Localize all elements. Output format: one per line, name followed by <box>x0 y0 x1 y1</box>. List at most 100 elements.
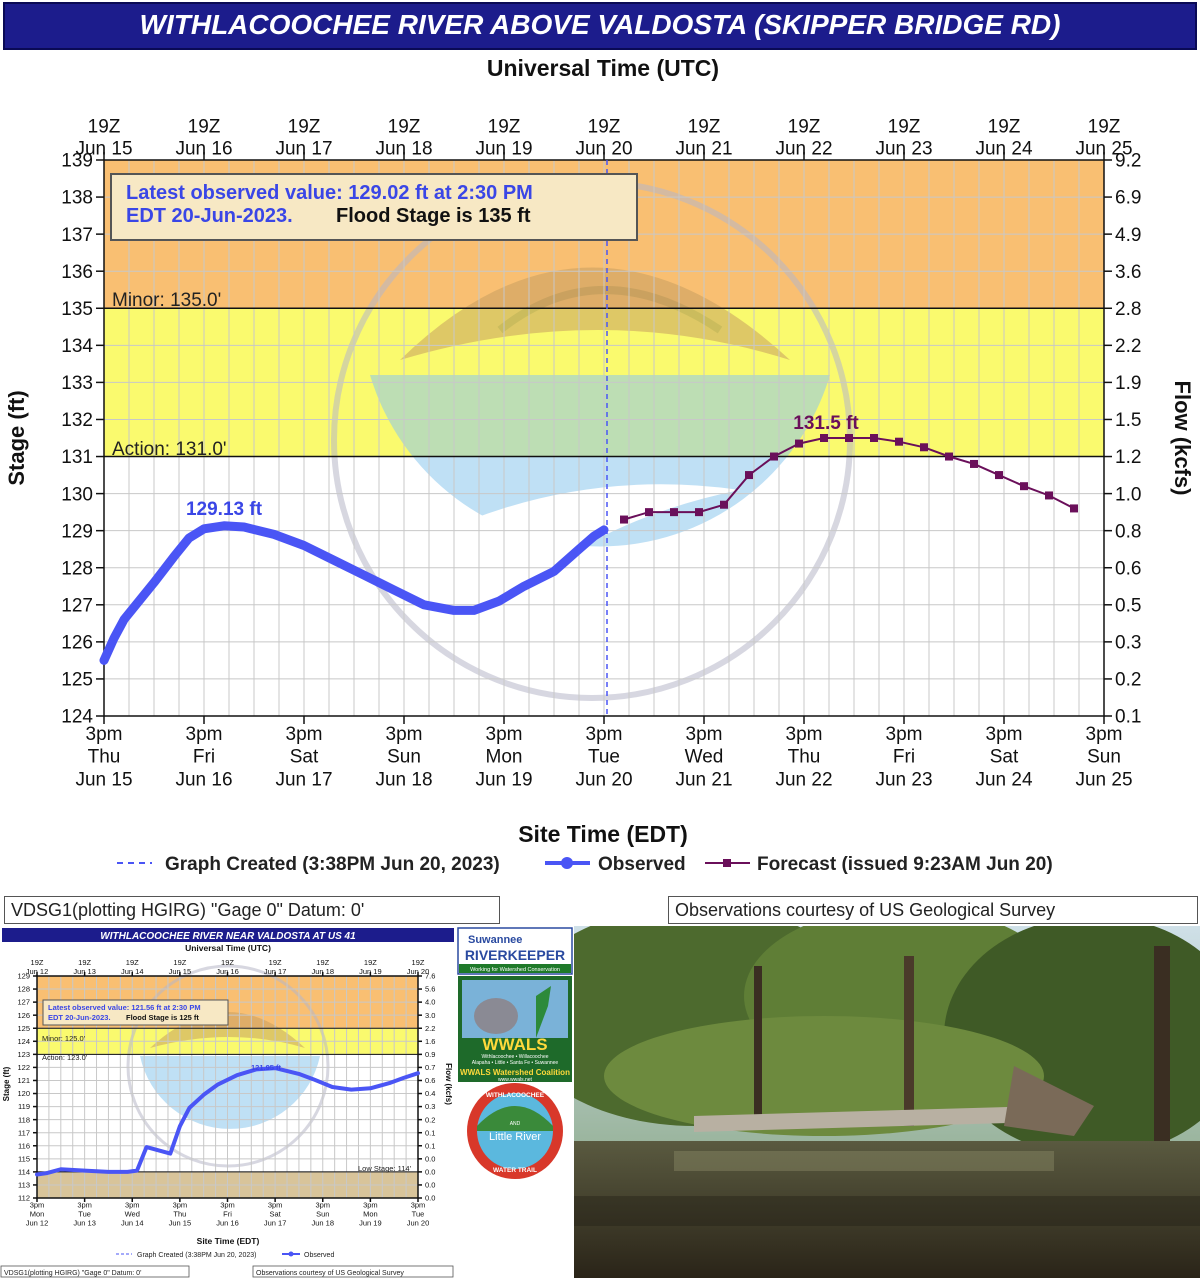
s-x2tick-label: Jun 19 <box>359 967 382 976</box>
s-y2tick-label: 0.0 <box>425 1181 435 1190</box>
wwals-rivers-2: Alapaha • Little • Santa Fe • Suwannee <box>472 1060 559 1066</box>
m-forecast-point <box>845 434 853 442</box>
s-x2tick-label: Jun 17 <box>264 967 287 976</box>
s-xtick-label: 3pm <box>173 1200 188 1209</box>
s-ytick-label: 123 <box>17 1050 30 1059</box>
m-xtick-label: Jun 20 <box>575 769 632 790</box>
s-y2tick-label: 0.1 <box>425 1141 435 1150</box>
m-forecast-point <box>770 452 778 461</box>
riverkeeper-line1: Suwannee <box>468 934 522 946</box>
m-x2tick-label: Jun 17 <box>275 138 332 159</box>
s-x2tick-label: Jun 20 <box>407 967 430 976</box>
m-xtick-label: Jun 24 <box>975 769 1032 790</box>
s-x2tick-label: 19Z <box>173 958 186 967</box>
main-legend: Graph Created (3:38PM Jun 20, 2023) Obse… <box>117 854 1053 875</box>
m-xtick-label: Jun 17 <box>275 769 332 790</box>
m-y2tick-label: 2.8 <box>1115 299 1141 320</box>
m-x2tick-label: 19Z <box>1088 116 1121 137</box>
s-ytick-label: 112 <box>18 1194 30 1203</box>
m-xtick-label: Fri <box>893 747 915 768</box>
main-footer-courtesy: Observations courtesy of US Geological S… <box>668 896 1198 924</box>
m-x2tick-label: 19Z <box>188 116 221 137</box>
s-ytick-label: 115 <box>18 1154 30 1163</box>
m-forecast-point <box>970 459 978 468</box>
m-xtick-label: 3pm <box>1086 724 1123 745</box>
s-ytick-label: 128 <box>17 985 30 994</box>
m-forecast-point <box>1045 491 1053 500</box>
m-xtick-label: 3pm <box>486 724 523 745</box>
s-x2tick-label: 19Z <box>316 958 329 967</box>
m-y2tick-label: 9.2 <box>1115 151 1141 172</box>
s-xtick-label: Wed <box>125 1209 140 1218</box>
m-xtick-label: 3pm <box>86 724 123 745</box>
main-footer-datum: VDSG1(plotting HGIRG) "Gage 0" Datum: 0' <box>4 896 500 924</box>
s-ytick-label: 122 <box>17 1063 30 1072</box>
sub-right-axis-title: Flow (kcfs) <box>444 1063 453 1105</box>
m-xtick-label: 3pm <box>986 724 1023 745</box>
m-ytick-label: 138 <box>61 188 93 209</box>
s-ytick-label: 121 <box>17 1076 30 1085</box>
s-x2tick-label: 19Z <box>78 958 91 967</box>
s-x2tick-label: Jun 16 <box>216 967 239 976</box>
s-ytick-label: 129 <box>17 972 30 981</box>
s-x2tick-label: 19Z <box>412 958 425 967</box>
s-y2tick-label: 4.0 <box>425 998 435 1007</box>
s-ytick-label: 117 <box>18 1128 30 1137</box>
m-y2tick-label: 0.2 <box>1115 670 1141 691</box>
m-x2tick-label: Jun 19 <box>475 138 532 159</box>
m-y2tick-label: 0.3 <box>1115 633 1141 654</box>
riverkeeper-logo: Suwannee RIVERKEEPER Working for Watersh… <box>457 927 573 975</box>
m-forecast-point <box>995 471 1003 480</box>
tree-trunk <box>1154 946 1170 1146</box>
s-ytick-label: 127 <box>17 998 30 1007</box>
m-y2tick-label: 4.9 <box>1115 225 1141 246</box>
s-y2tick-label: 0.6 <box>425 1076 435 1085</box>
s-y2tick-label: 7.6 <box>425 972 435 981</box>
m-x2tick-label: 19Z <box>688 116 721 137</box>
m-ytick-label: 131 <box>61 447 93 468</box>
wwals-url: www.wwals.net <box>498 1077 533 1083</box>
legend-forecast-text: Forecast (issued 9:23AM Jun 20) <box>757 854 1053 875</box>
s-y2tick-label: 0.0 <box>425 1194 435 1203</box>
m-xtick-label: Fri <box>193 747 215 768</box>
sub-action-label: Action: 123.0' <box>42 1053 88 1062</box>
sub-low-label: Low Stage: 114' <box>358 1164 412 1173</box>
m-forecast-point <box>720 500 728 509</box>
m-y2tick-label: 0.5 <box>1115 595 1141 616</box>
m-y2tick-label: 1.2 <box>1115 447 1141 468</box>
s-xtick-label: Jun 12 <box>26 1218 49 1227</box>
m-x2tick-label: Jun 23 <box>875 138 932 159</box>
m-y2tick-label: 2.2 <box>1115 336 1141 357</box>
main-hydrograph: WITHLACOOCHEE RIVER ABOVE VALDOSTA (SKIP… <box>3 2 1197 875</box>
m-xtick-label: Tue <box>588 747 620 768</box>
trail-top: WITHLACOOCHEE <box>486 1092 545 1099</box>
m-forecast-point <box>920 443 928 452</box>
heron-icon <box>474 998 518 1034</box>
m-xtick-label: Wed <box>685 747 724 768</box>
m-xtick-label: Mon <box>486 747 523 768</box>
sub-footer-datum: VDSG1(plotting HGIRG) "Gage 0" Datum: 0' <box>4 1270 141 1277</box>
s-xtick-label: Sat <box>269 1209 281 1218</box>
m-xtick-label: Jun 23 <box>875 769 932 790</box>
m-ytick-label: 132 <box>61 410 93 431</box>
s-xtick-label: 3pm <box>268 1200 283 1209</box>
m-forecast-point <box>745 471 753 480</box>
main-top-axis-title: Universal Time (UTC) <box>487 55 719 81</box>
riverkeeper-line2: RIVERKEEPER <box>465 947 565 963</box>
main-info-line2b: Flood Stage is 135 ft <box>336 205 531 227</box>
m-y2tick-label: 1.9 <box>1115 373 1141 394</box>
sub-legend-created: Graph Created (3:38PM Jun 20, 2023) <box>137 1252 256 1259</box>
s-xtick-label: Jun 16 <box>216 1218 239 1227</box>
m-y2tick-label: 0.1 <box>1115 707 1141 728</box>
s-x2tick-label: 19Z <box>31 958 44 967</box>
m-xtick-label: Sun <box>1087 747 1121 768</box>
s-y2tick-label: 3.0 <box>425 1011 435 1020</box>
tree-trunk <box>754 966 762 1116</box>
main-bottom-axis-title: Site Time (EDT) <box>518 821 688 847</box>
s-ytick-label: 113 <box>18 1181 30 1190</box>
s-y2tick-label: 0.9 <box>425 1050 435 1059</box>
s-ytick-label: 120 <box>17 1089 30 1098</box>
m-x2tick-label: Jun 22 <box>775 138 832 159</box>
minor-stage-label: Minor: 135.0' <box>112 290 221 311</box>
m-xtick-label: Jun 18 <box>375 769 432 790</box>
